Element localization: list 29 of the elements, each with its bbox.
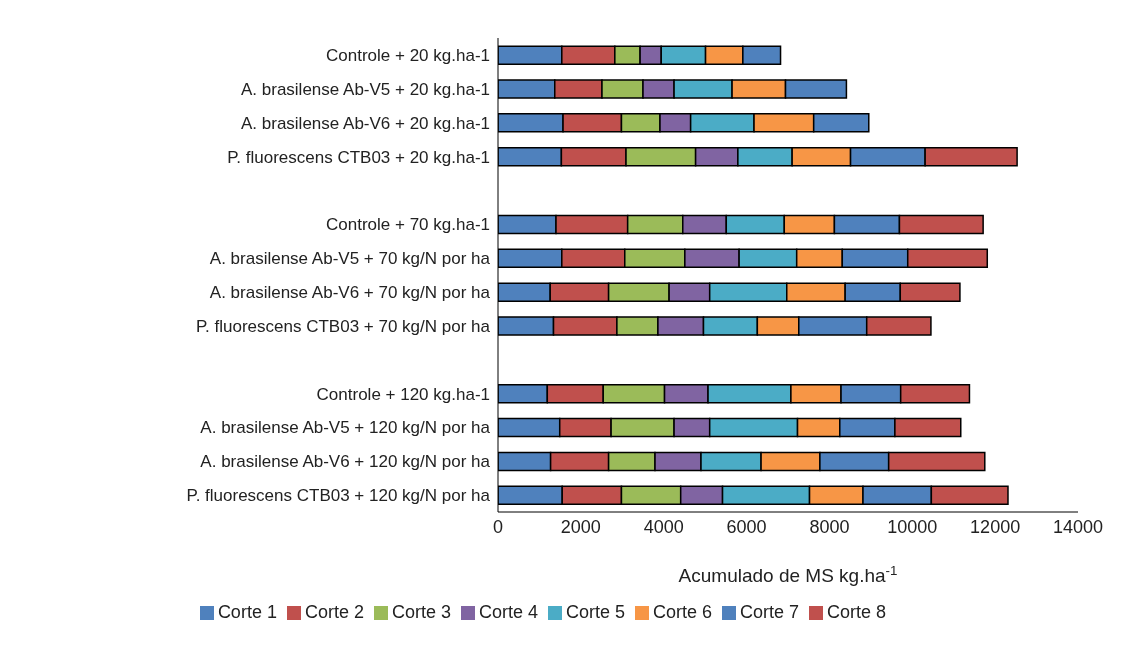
x-tick-label: 6000 (726, 516, 767, 537)
y-tick-label: A. brasilense Ab-V6 + 20 kg.ha-1 (240, 113, 490, 133)
y-tick-label: P. fluorescens CTB03 + 70 kg/N por ha (195, 316, 491, 336)
x-tick-label: 0 (492, 516, 504, 537)
y-tick-label: A. brasilense Ab-V5 + 20 kg.ha-1 (240, 79, 490, 99)
y-tick-label: P. fluorescens CTB03 + 120 kg/N por ha (186, 486, 491, 506)
x-tick-label: 8000 (809, 516, 850, 537)
x-tick-label: 14000 (1052, 516, 1104, 537)
legend-label: Corte 5 (566, 602, 626, 622)
legend-label: Corte 4 (478, 602, 538, 622)
legend-label: Corte 7 (740, 602, 800, 622)
x-tick-label: 4000 (643, 516, 684, 537)
legend-label: Corte 8 (827, 602, 887, 622)
x-axis-title: Acumulado de MS kg.ha$^{-1}$ (678, 562, 898, 586)
y-tick-label: Controle + 20 kg.ha-1 (326, 45, 490, 65)
y-tick-label: A. brasilense Ab-V6 + 70 kg/N por ha (209, 282, 491, 302)
legend-label: Corte 6 (653, 602, 713, 622)
legend-label: Corte 1 (217, 602, 277, 622)
y-tick-label: A. brasilense Ab-V5 + 120 kg/N por ha (200, 418, 491, 438)
legend-label: Corte 3 (391, 602, 451, 622)
x-tick-label: 12000 (970, 516, 1021, 537)
y-tick-label: Controle + 70 kg.ha-1 (326, 215, 490, 235)
x-tick-label: 2000 (560, 516, 601, 537)
legend-label: Corte 2 (304, 602, 364, 622)
y-tick-label: A. brasilense Ab-V5 + 70 kg/N por ha (209, 249, 491, 269)
y-tick-label: A. brasilense Ab-V6 + 120 kg/N por ha (200, 452, 491, 472)
y-tick-label: P. fluorescens CTB03 + 20 kg.ha-1 (227, 147, 490, 167)
x-tick-label: 10000 (887, 516, 938, 537)
y-tick-label: Controle + 120 kg.ha-1 (316, 384, 490, 404)
